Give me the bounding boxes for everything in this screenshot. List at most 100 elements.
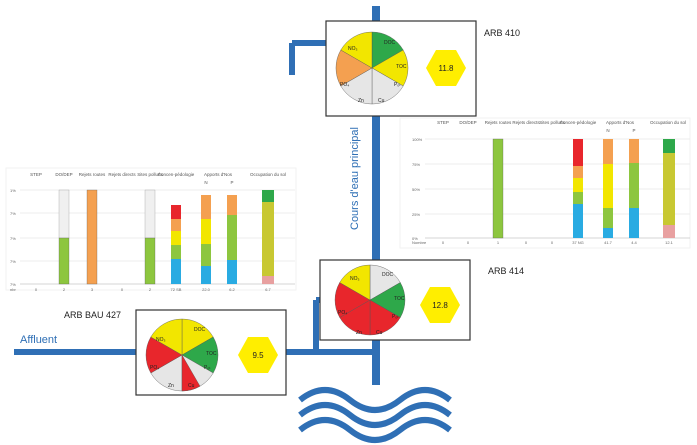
bar-concentration-part — [573, 166, 583, 178]
col-subheader-n: N — [204, 180, 207, 185]
col-header: STEP — [437, 120, 449, 125]
bar-occupation-part — [663, 225, 675, 238]
bar-apports-p-part — [629, 139, 639, 163]
bar-apports-p-part — [227, 260, 237, 284]
bar-concentration-part — [573, 192, 583, 204]
bar-apports-n — [201, 195, 211, 284]
bar-occupation-part — [262, 202, 274, 276]
bar-sites-pollues — [144, 189, 156, 285]
bar-apports-p — [227, 195, 237, 284]
col-header: Rejets directs — [108, 172, 136, 177]
pie-label-zn: Zn — [168, 383, 174, 389]
footer-value: nbr — [10, 287, 16, 292]
bar-apports-n-part — [603, 208, 613, 228]
bar-chart-left: STEP DO/DEP Rejets routes Rejets directs… — [5, 167, 297, 292]
footer-value: 0 — [442, 240, 445, 245]
bar-sites-pollues-part — [144, 189, 156, 239]
footer-value: Nombre — [412, 240, 427, 245]
col-header: Apports d'Nos — [606, 120, 635, 125]
bar-do-dep-part — [58, 189, 70, 239]
footer-value: 6.2 — [229, 287, 235, 292]
main-river-label: Cours d'eau principal — [349, 127, 361, 230]
pie-slice-po4 — [340, 31, 373, 69]
col-subheader-p: P — [632, 128, 635, 133]
station-arb-bau-427: ARB BAU 427 NO₃ DOC TOC PO₄ Pₒₜ Zn Cu 9.… — [64, 309, 287, 396]
station-name: ARB 410 — [484, 28, 520, 38]
pie-label-no3: NO₃ — [156, 337, 166, 343]
bar-sites-pollues-part — [144, 237, 156, 285]
station-name: ARB 414 — [488, 266, 524, 276]
bar-apports-n-part — [201, 266, 211, 284]
col-header: STEP — [30, 172, 42, 177]
pie-label-ptot: Pₒₜ — [394, 82, 401, 88]
bar-occupation-part — [663, 153, 675, 225]
bar-concentration — [171, 205, 181, 284]
y-tick: 7% — [10, 259, 16, 264]
sea-waves — [298, 387, 452, 443]
bar-apports-n-part — [201, 244, 211, 266]
footer-value: 0 — [551, 240, 554, 245]
score-hexagon-part — [238, 337, 278, 373]
footer-value: 4.4 — [631, 240, 637, 245]
pie-label-po4: PO₄ — [150, 365, 159, 371]
bar-apports-p-part — [227, 215, 237, 260]
bar-rejets-routes — [86, 189, 98, 285]
bar-concentration-part — [171, 231, 181, 245]
station-name: ARB BAU 427 — [64, 310, 121, 320]
col-header: DO/DEP — [459, 120, 476, 125]
bar-apports-n — [603, 139, 613, 238]
bar-apports-n-part — [603, 228, 613, 238]
score-value: 11.8 — [439, 64, 455, 73]
score-hexagon: 11.8 — [426, 50, 466, 86]
wave-1 — [298, 387, 452, 413]
col-header: Sites pollués — [137, 172, 163, 177]
footer-value: 72 SB — [171, 287, 182, 292]
score-hexagon-part — [420, 287, 460, 323]
score-value: 12.8 — [432, 301, 448, 310]
bar-occupation — [262, 190, 274, 284]
pie-label-cu: Cu — [378, 98, 385, 104]
affluent-label: Affluent — [20, 334, 57, 346]
bar-concentration-part — [573, 178, 583, 192]
pie-label-cu: Cu — [188, 383, 195, 389]
col-header: DO/DEP — [55, 172, 72, 177]
pie-label-doc: DOC — [382, 272, 394, 278]
bar-apports-p-part — [629, 163, 639, 208]
pie-label-po4: PO₄ — [340, 82, 349, 88]
bar-occupation-part — [262, 190, 274, 202]
y-tick: 0% — [412, 236, 418, 241]
footer-value: 2 — [149, 287, 152, 292]
col-header: Rejets routes — [79, 172, 106, 177]
pie-label-no3: NO₃ — [350, 276, 360, 282]
pie-label-zn: Zn — [358, 98, 364, 104]
pollution-pie: NO₃ DOC TOC PO₄ Pₒₜ Zn Cu — [335, 31, 409, 105]
bar-apports-n-part — [603, 164, 613, 208]
bar-concentration — [573, 139, 583, 238]
y-tick: 7% — [10, 236, 16, 241]
bar-concentration-part — [171, 245, 181, 259]
col-header: Apports d'Nos — [204, 172, 233, 177]
col-subheader-p: P — [230, 180, 233, 185]
pollution-pie: NO₃ DOC TOC PO₄ Pₒₜ Zn Cu — [334, 264, 406, 336]
pie-slice-po4 — [339, 264, 371, 301]
col-header: Concen-pédologie — [560, 120, 597, 125]
bar-occupation-part — [262, 276, 274, 284]
footer-value: 1 — [497, 240, 500, 245]
pie-label-toc: TOC — [396, 64, 407, 70]
col-header: Concen-pédologie — [158, 172, 195, 177]
bar-concentration-part — [573, 204, 583, 238]
footer-value: 3 — [91, 287, 94, 292]
pie-label-po4: PO₄ — [338, 310, 347, 316]
bar-chart-right: STEP DO/DEP Rejets routes Rejets directs… — [399, 117, 691, 249]
col-header: Occupation du sol — [250, 172, 286, 177]
pie-slice-ptot — [181, 354, 201, 392]
footer-value: 0 — [467, 240, 470, 245]
bar-rejets-routes — [492, 138, 504, 239]
bar-concentration-part — [573, 139, 583, 166]
y-tick: 50% — [412, 187, 420, 192]
footer-value: 0 — [121, 287, 124, 292]
y-tick: 100% — [412, 137, 423, 142]
col-header: Rejets routes — [485, 120, 512, 125]
footer-value: 41.7 — [604, 240, 613, 245]
